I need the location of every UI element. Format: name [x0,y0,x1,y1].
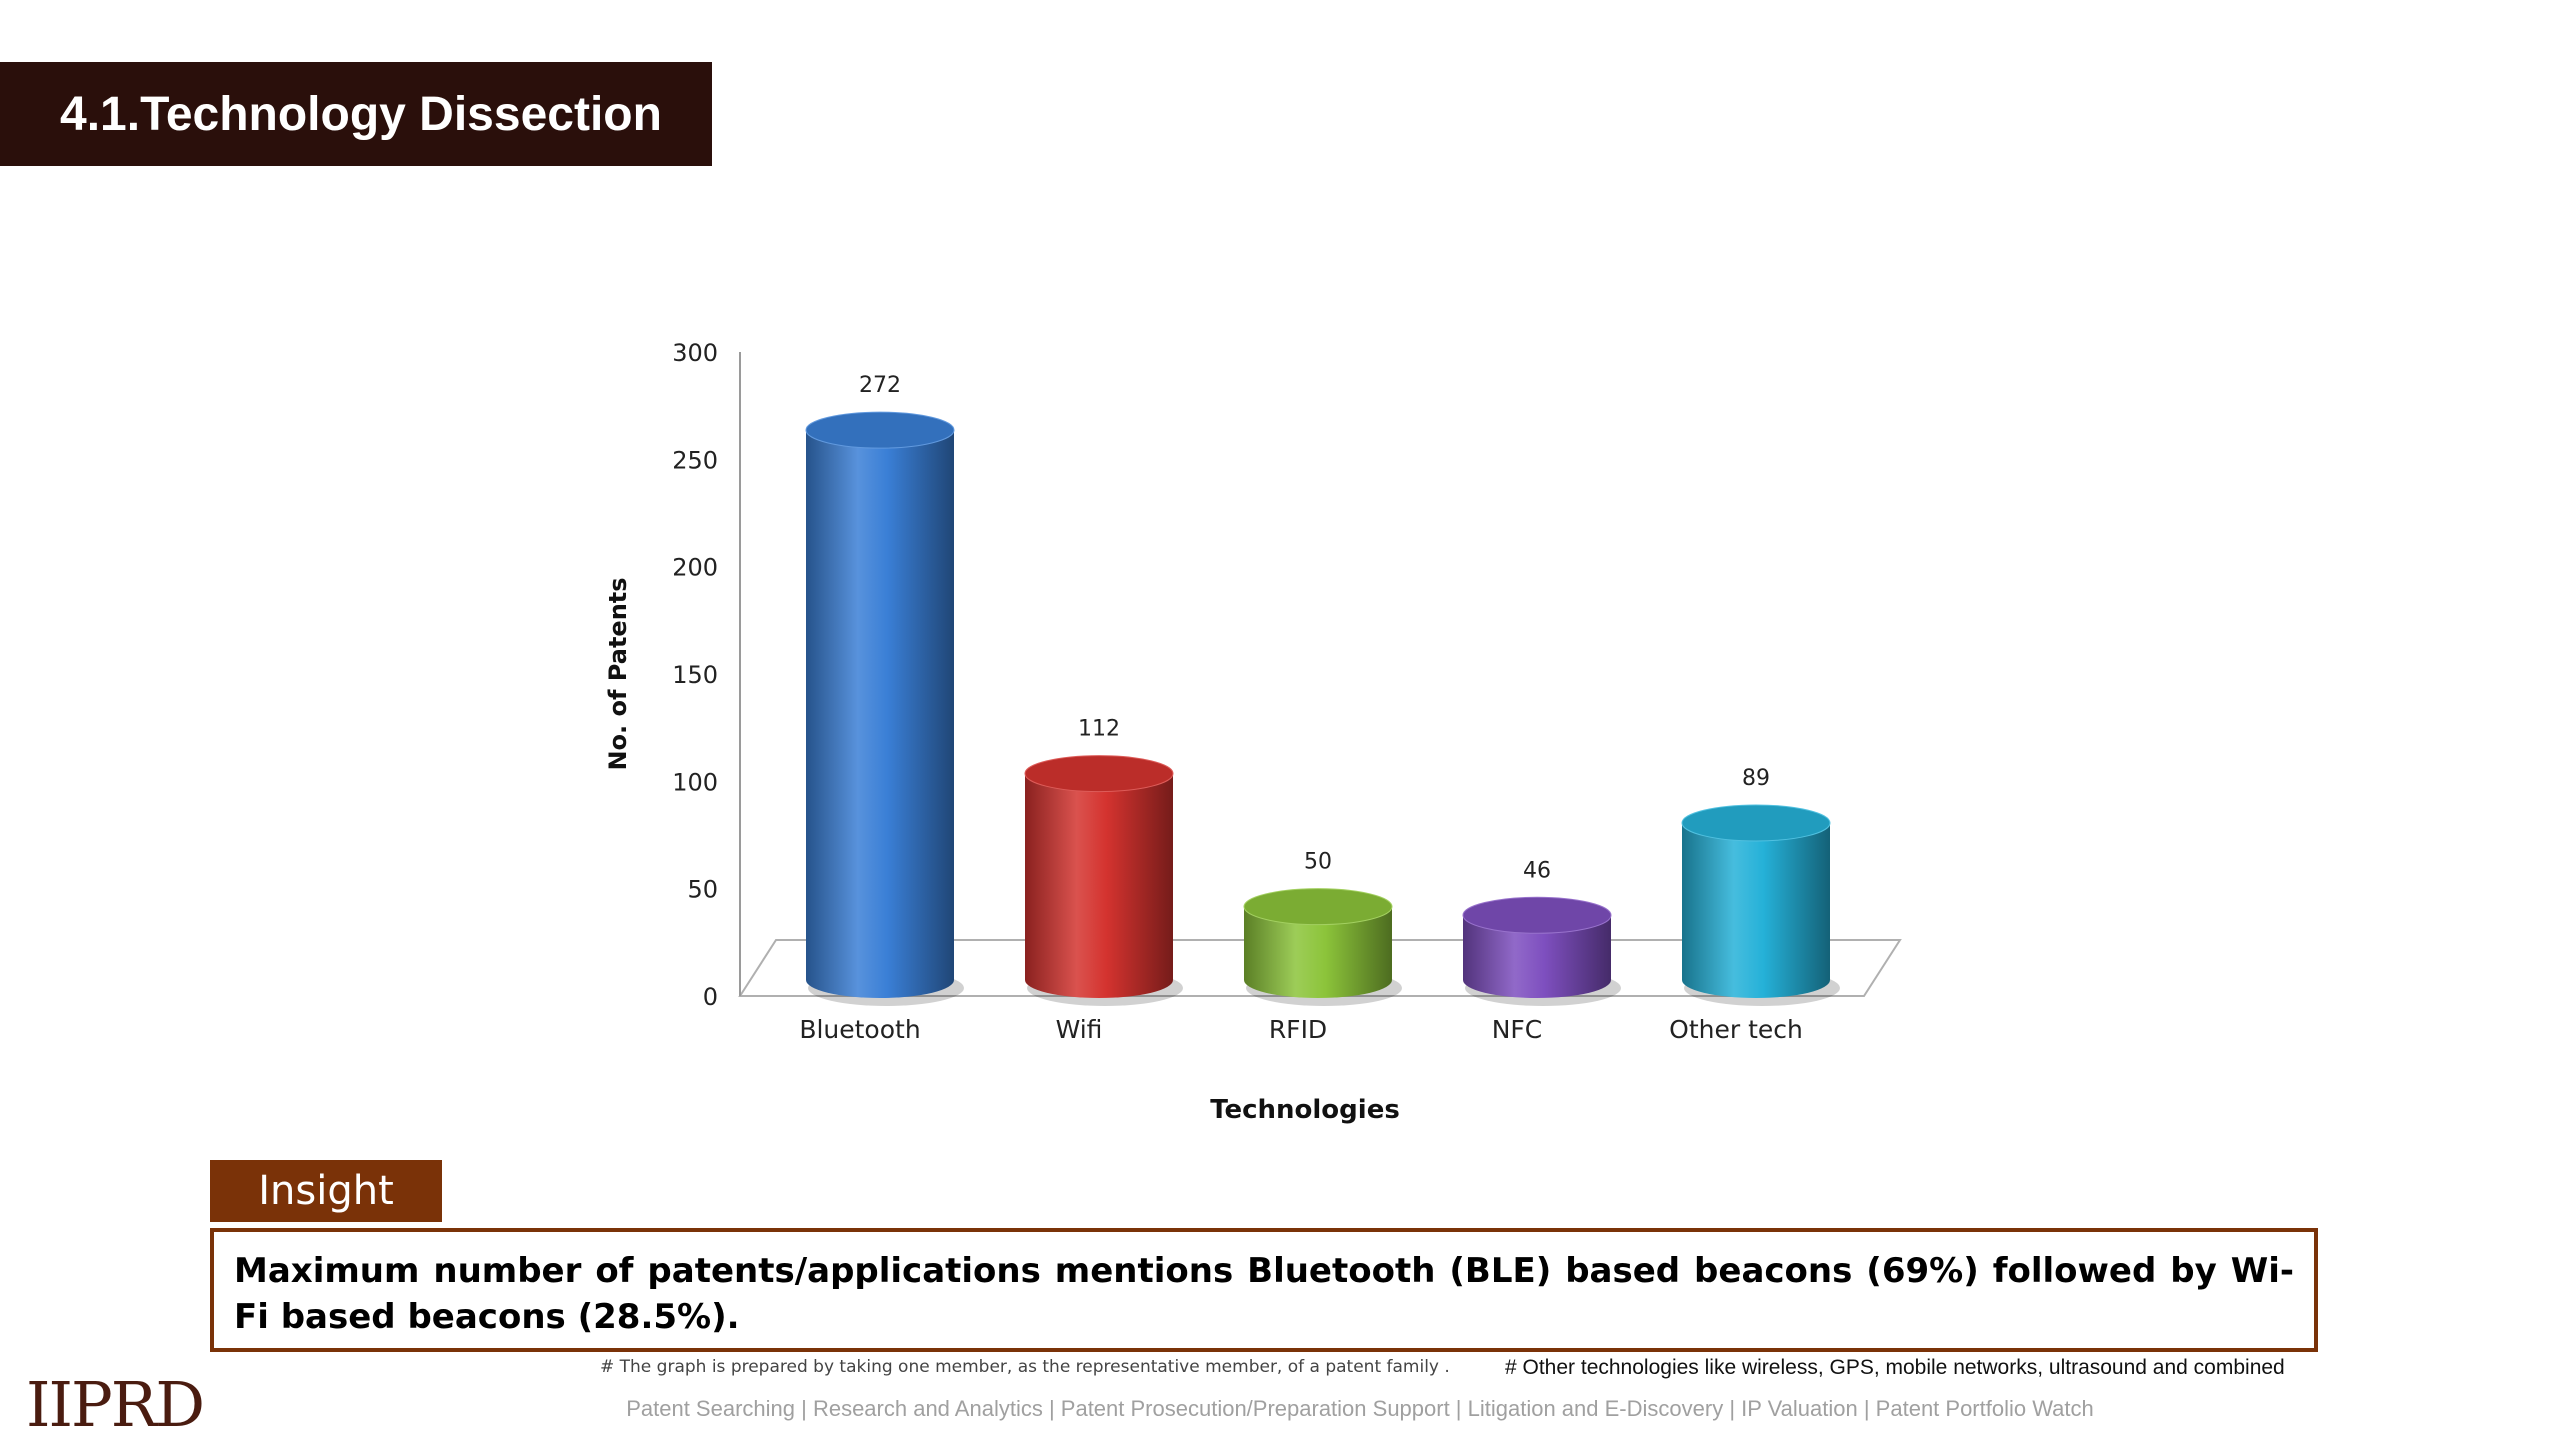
bar-nfc [1463,915,1611,998]
insight-label: Insight [210,1160,442,1222]
bar-top [1243,888,1393,926]
y-tick-label: 250 [672,446,718,474]
footnote-right: # Other technologies like wireless, GPS,… [1505,1356,2285,1379]
y-tick-label: 100 [672,768,718,796]
x-tick-label: RFID [1269,1015,1327,1044]
page-title-bar: 4.1.Technology Dissection [0,62,712,166]
page-title: 4.1.Technology Dissection [60,87,662,141]
bar-wifi [1025,773,1173,998]
y-tick-label: 0 [703,983,718,1011]
x-tick-label: NFC [1492,1015,1543,1044]
y-axis-title: No. of Patents [604,577,632,770]
x-tick-label: Other tech [1669,1015,1803,1044]
insight-text: Maximum number of patents/applications m… [234,1251,2294,1337]
bar-top [1024,755,1174,793]
bar-other-tech [1682,822,1830,998]
insight-label-text: Insight [258,1168,394,1214]
y-tick-label: 300 [672,339,718,367]
bar-rfid [1244,906,1392,998]
data-label: 112 [1078,717,1120,742]
footnote-left: # The graph is prepared by taking one me… [600,1357,1450,1377]
data-label: 50 [1304,850,1332,875]
bar-top [1681,804,1831,842]
data-label: 89 [1742,766,1770,791]
insight-box: Maximum number of patents/applications m… [210,1228,2318,1352]
data-label: 272 [859,373,901,398]
x-tick-label: Bluetooth [799,1015,920,1044]
data-label: 46 [1523,858,1551,883]
logo-text: IIPRD [26,1368,205,1441]
y-tick-label: 150 [672,661,718,689]
bar-chart: 0 50 100 150 200 250 300 No. of Patents Technolo… [604,339,1902,1125]
x-tick-label: Wifi [1056,1015,1103,1044]
y-tick-label: 50 [687,876,718,904]
bar-top [805,411,955,449]
footer-services: Patent Searching | Research and Analytic… [626,1396,2094,1421]
bar-top [1462,896,1612,934]
y-tick-label: 200 [672,554,718,582]
company-logo: IIPRD [26,1368,205,1441]
bar-bluetooth [806,430,954,998]
x-axis-title: Technologies [1210,1095,1400,1125]
